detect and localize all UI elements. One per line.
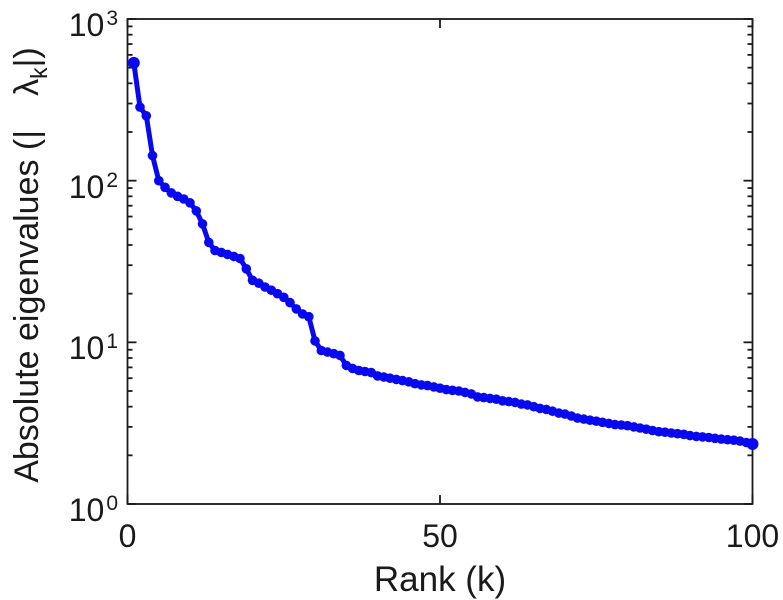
- y-tick-exponent: 2: [106, 168, 118, 192]
- x-tick-label-50: 50: [422, 518, 458, 554]
- y-axis-label-suffix: |): [8, 47, 46, 68]
- y-tick-exponent: 3: [106, 7, 118, 30]
- data-point: [147, 150, 158, 161]
- y-tick-base: 10: [68, 7, 105, 43]
- y-tick-base: 10: [68, 330, 105, 367]
- data-point: [160, 182, 170, 193]
- data-point: [746, 438, 759, 450]
- y-tick-exponent: 0: [106, 492, 118, 515]
- data-point: [154, 175, 164, 186]
- y-tick-label-10e0: 100: [69, 484, 118, 528]
- x-tick-label-100: 100: [725, 518, 780, 554]
- y-tick-base: 10: [68, 492, 105, 528]
- y-tick-exponent: 1: [106, 330, 118, 354]
- data-point: [241, 264, 252, 274]
- x-axis-label: Rank (k): [127, 560, 753, 600]
- data-point: [204, 237, 214, 248]
- data-point: [304, 311, 314, 322]
- data-point: [141, 111, 152, 121]
- data-point: [197, 219, 208, 229]
- y-axis-label-prefix: Absolute eigenvalues (|: [8, 129, 46, 483]
- data-point: [235, 253, 245, 264]
- lambda-subscript: k: [26, 67, 52, 79]
- y-tick-label-10e2: 102: [69, 161, 118, 205]
- y-tick-base: 10: [68, 168, 105, 205]
- data-point: [127, 56, 140, 69]
- x-axis-label-text: Rank (k): [373, 560, 507, 599]
- data-point: [191, 206, 202, 216]
- y-tick-label-10e1: 101: [69, 322, 118, 366]
- lambda-symbol: λ: [8, 78, 46, 96]
- data-point: [135, 102, 145, 112]
- y-axis-label: Absolute eigenvalues (| λk|): [5, 0, 52, 565]
- data-point: [310, 336, 320, 346]
- y-tick-label-10e3: 103: [69, 0, 118, 43]
- x-tick-label-0: 0: [118, 518, 137, 554]
- data-point: [285, 297, 295, 308]
- data-point: [185, 198, 195, 208]
- data-point: [335, 350, 345, 361]
